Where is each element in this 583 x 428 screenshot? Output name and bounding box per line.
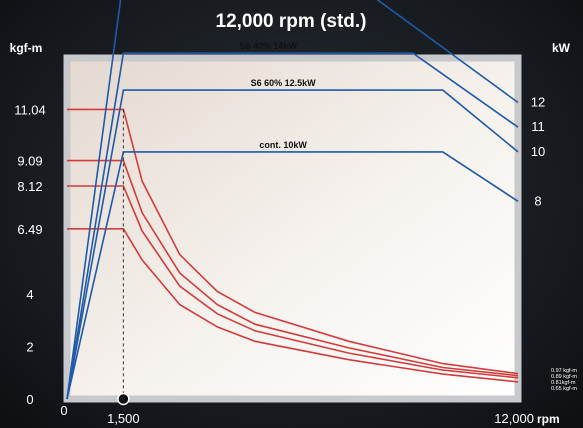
- base-speed-marker: [117, 392, 130, 406]
- power-curve-3: [66, 89, 519, 400]
- power-series-label: S6 60% 12.5kW: [251, 78, 317, 88]
- torque-curve-4: [67, 228, 519, 383]
- torque-end-label: 0.97 kgf-m: [551, 368, 577, 374]
- torque-end-label: 0.81kgf-m: [551, 380, 576, 386]
- y-right-tick-label: 11: [531, 119, 545, 134]
- power-series-label: S6 40% 14kW: [239, 41, 297, 51]
- y-left-tick-label: 2: [26, 340, 33, 355]
- y-left-tick-label: 8.12: [17, 179, 42, 194]
- x-tick-label: 12,000: [494, 411, 534, 426]
- x-tick-label: 0: [60, 403, 67, 418]
- torque-end-label: 0.89 kgf-m: [551, 374, 577, 380]
- power-curve-2: [66, 52, 519, 400]
- y-left-tick-label: 11.04: [14, 102, 46, 117]
- y-left-tick-label: 4: [26, 287, 33, 302]
- y-right-tick-label: 10: [531, 144, 545, 159]
- power-series-label: cont. 10kW: [259, 140, 307, 150]
- torque-end-label: 0.65 kgf-m: [551, 386, 577, 392]
- torque-curve-3: [67, 185, 519, 379]
- y-right-tick-label: 12: [531, 95, 545, 110]
- torque-curve-2: [67, 159, 519, 377]
- chart-title: 12,000 rpm (std.): [216, 11, 367, 32]
- y-left-unit-label: kgf-m: [10, 41, 43, 55]
- y-left-tick-label: 9.09: [17, 154, 42, 169]
- torque-curve-1: [67, 108, 519, 375]
- x-unit-label: rpm: [537, 412, 560, 426]
- plot-area: [63, 54, 522, 403]
- y-left-tick-label: 6.49: [17, 222, 42, 237]
- y-left-tick-label: 0: [26, 392, 33, 407]
- power-curve-4: [66, 151, 519, 400]
- power-curve-1: [66, 0, 519, 400]
- x-tick-label: 1,500: [107, 411, 140, 426]
- y-right-unit-label: kW: [552, 41, 571, 55]
- y-right-tick-label: 8: [534, 193, 541, 208]
